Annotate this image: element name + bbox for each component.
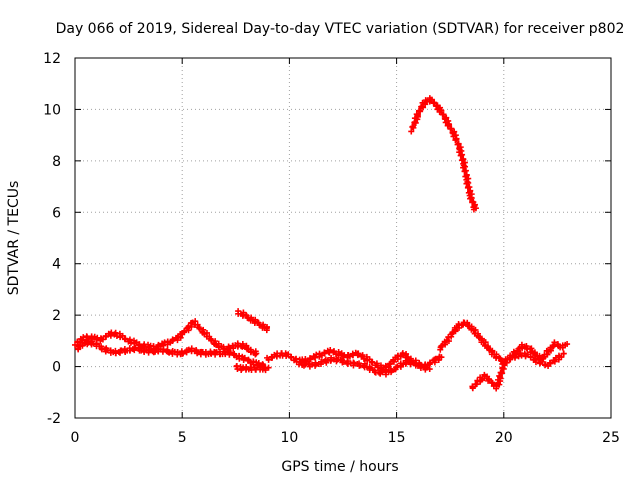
data-point [453,136,460,143]
data-point [540,355,547,362]
y-tick-label: 4 [52,257,61,273]
data-point [426,366,433,373]
data-point [555,341,562,348]
series-2 [233,362,272,374]
x-tick-label: 0 [71,430,80,446]
series-8 [469,350,567,392]
data-point [473,381,480,388]
data-point [394,352,401,359]
x-tick-label: 15 [388,430,406,446]
data-point [180,350,187,357]
data-point [307,356,314,363]
x-tick-label: 25 [602,430,620,446]
chart-title: Day 066 of 2019, Sidereal Day-to-day VTE… [56,21,625,37]
data-point [412,119,419,126]
data-point [472,205,479,212]
data-point [486,376,493,383]
y-axis-label: SDTVAR / TECUs [6,181,22,296]
data-point [447,125,454,132]
data-point [414,112,421,119]
series-0 [72,318,260,358]
data-point [439,111,446,118]
data-point [263,325,270,332]
data-point [493,385,500,392]
data-point [506,356,513,363]
data-point [252,351,259,358]
data-point [423,364,430,371]
data-point [551,339,558,346]
data-point [408,359,415,366]
data-point [387,360,394,367]
data-point [433,103,440,110]
data-point [193,347,200,354]
data-point [408,128,415,135]
data-point [415,107,422,114]
plot-frame [74,57,612,419]
data-point [547,360,554,367]
data-point [558,354,565,361]
data-point [461,168,468,175]
data-point [253,350,260,357]
y-tick-label: 0 [52,360,61,376]
data-point [409,124,416,131]
grid-lines [75,58,611,418]
data-point [438,354,445,361]
data-point [265,364,272,371]
data-point [340,352,347,359]
data-point [538,358,545,365]
y-tick-label: 12 [43,51,61,67]
data-point [488,379,495,386]
data-point [255,360,262,367]
data-point [265,356,272,363]
data-point [369,359,376,366]
data-point [438,107,445,114]
data-point [196,325,203,332]
data-point [241,354,248,361]
data-point [268,355,275,362]
data-point [327,347,334,354]
y-tick-label: 2 [52,308,61,324]
data-point [166,349,173,356]
data-point [417,365,424,372]
data-point [527,353,534,360]
data-point [340,359,347,366]
data-point [560,350,567,357]
y-tick-label: 8 [52,154,61,170]
data-point [122,335,129,342]
data-point [288,353,295,360]
data-point [194,350,201,357]
data-point [503,359,510,366]
data-point [227,349,234,356]
data-point [374,364,381,371]
y-tick-label: 10 [43,102,61,118]
x-tick-label: 10 [280,430,298,446]
axis-ticks: 0 5 10 15 20 25 -2 0 2 4 6 8 10 12 [43,51,620,446]
data-point [446,121,453,128]
y-tick-label: 6 [52,205,61,221]
x-tick-label: 5 [178,430,187,446]
data-point [432,355,439,362]
series-5 [295,354,433,378]
series-1 [75,338,267,369]
y-tick-label: -2 [47,411,61,427]
data-point [430,99,437,106]
data-point [355,350,362,357]
data-point [454,141,461,148]
data-point [388,367,395,374]
data-point [321,350,328,357]
data-point [497,369,504,376]
data-point [235,342,242,349]
data-point [469,384,476,391]
data-point [413,111,420,118]
x-axis-label: GPS time / hours [281,459,398,475]
data-point [318,358,325,365]
x-tick-label: 20 [495,430,513,446]
data-point [231,350,238,357]
series-3 [235,308,271,334]
series-6 [408,95,479,213]
data-point [245,356,252,363]
data-points [72,95,571,392]
data-point [564,341,571,348]
